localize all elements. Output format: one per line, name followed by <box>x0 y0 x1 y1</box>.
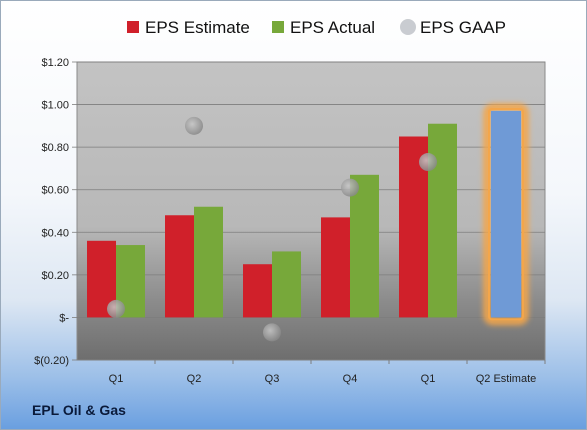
y-tick-label: $0.20 <box>41 270 69 282</box>
dot-eps-gaap <box>341 178 359 197</box>
bar-eps-actual <box>428 123 457 318</box>
dot-eps-gaap <box>419 153 437 172</box>
legend-label: EPS Actual <box>290 18 375 37</box>
y-tick-label: $0.40 <box>41 227 69 239</box>
legend-label: EPS Estimate <box>145 18 250 37</box>
x-tick-label: Q4 <box>343 373 358 385</box>
x-tick-label: Q2 <box>187 373 202 385</box>
y-tick-label: $0.60 <box>41 185 69 197</box>
y-tick-label: $- <box>59 312 69 324</box>
bar-eps-actual <box>194 206 223 318</box>
x-tick-label: Q2 Estimate <box>476 373 537 385</box>
bar-eps-estimate <box>243 264 272 318</box>
legend: EPS Estimate EPS Actual EPS GAAP <box>127 18 506 37</box>
legend-label: EPS GAAP <box>420 18 506 37</box>
legend-swatch <box>127 21 139 33</box>
plot-background <box>76 61 546 361</box>
bar-eps-actual <box>350 174 379 318</box>
bar-eps-estimate <box>165 215 194 318</box>
x-tick-label: Q1 <box>421 373 436 385</box>
x-tick-label: Q3 <box>265 373 280 385</box>
x-tick-label: Q1 <box>109 373 124 385</box>
bar-eps-estimate <box>321 217 350 318</box>
y-tick-label: $0.80 <box>41 142 69 154</box>
bar-q2-estimate <box>491 110 521 318</box>
dot-eps-gaap <box>185 116 203 135</box>
legend-swatch <box>272 21 284 33</box>
dot-eps-gaap <box>107 299 125 318</box>
dot-eps-gaap <box>263 323 281 342</box>
y-tick-label: $1.00 <box>41 100 69 112</box>
y-tick-label: $(0.20) <box>34 355 69 367</box>
y-tick-label: $1.20 <box>41 57 69 69</box>
company-name: EPL Oil & Gas <box>32 402 126 418</box>
projection-outline <box>488 107 524 321</box>
bar-eps-actual <box>272 251 301 318</box>
projection-glow <box>483 103 529 325</box>
plot-area: $(0.20) $- $0.20 $0.40 $0.60 $0.80 $1.00 $1.20 Q… <box>34 57 546 385</box>
legend-swatch <box>400 19 416 35</box>
